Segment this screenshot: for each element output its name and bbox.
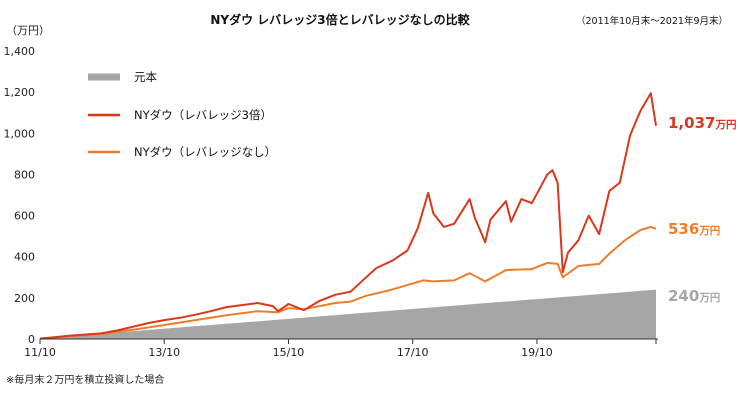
- x-tick-label: 19/10: [521, 346, 553, 359]
- series-layer: [39, 92, 657, 340]
- legend-label-principal: 元本: [134, 70, 157, 84]
- end-label-nolev: 536万円: [668, 220, 720, 238]
- x-tick-label: 11/10: [24, 346, 56, 359]
- legend-label-lev3: NYダウ（レバレッジ3倍）: [134, 108, 272, 122]
- y-axis-ticks: 0 200 400 600 800 1,000 1,200 1,400: [4, 45, 36, 346]
- legend-label-nolev: NYダウ（レバレッジなし）: [134, 145, 276, 159]
- end-value-principal: 240: [668, 287, 699, 305]
- end-value-lev3: 1,037: [668, 114, 715, 132]
- y-tick-label: 1,200: [4, 86, 36, 99]
- x-tick-label: 17/10: [397, 346, 429, 359]
- end-label-lev3: 1,037万円: [668, 114, 736, 132]
- y-tick-label: 600: [14, 210, 35, 223]
- y-tick-label: 0: [28, 333, 35, 346]
- series-line-lev3: [39, 92, 657, 340]
- end-unit-lev3: 万円: [714, 119, 736, 131]
- y-tick-label: 400: [14, 251, 35, 264]
- chart-subtitle: （2011年10月末〜2021年9月末）: [576, 15, 728, 27]
- end-label-principal: 240万円: [668, 287, 720, 305]
- y-tick-label: 1,000: [4, 127, 36, 140]
- series-line-nolev: [39, 225, 657, 340]
- legend: 元本 NYダウ（レバレッジ3倍） NYダウ（レバレッジなし）: [88, 70, 276, 159]
- x-axis-ticks: 11/10 13/10 15/10 17/10 19/10: [24, 339, 657, 359]
- y-tick-label: 1,400: [4, 45, 36, 58]
- x-tick-label: 13/10: [148, 346, 180, 359]
- y-tick-label: 800: [14, 168, 35, 181]
- end-unit-nolev: 万円: [698, 225, 720, 237]
- y-axis-unit-label: （万円）: [6, 24, 50, 37]
- x-tick-label: 15/10: [273, 346, 305, 359]
- chart-title: NYダウ レバレッジ3倍とレバレッジなしの比較: [210, 12, 470, 27]
- end-unit-principal: 万円: [698, 292, 720, 304]
- series-area-principal: [40, 289, 656, 339]
- end-value-nolev: 536: [668, 220, 699, 238]
- footnote: ※毎月末２万円を積立投資した場合: [6, 373, 164, 386]
- y-tick-label: 200: [14, 292, 35, 305]
